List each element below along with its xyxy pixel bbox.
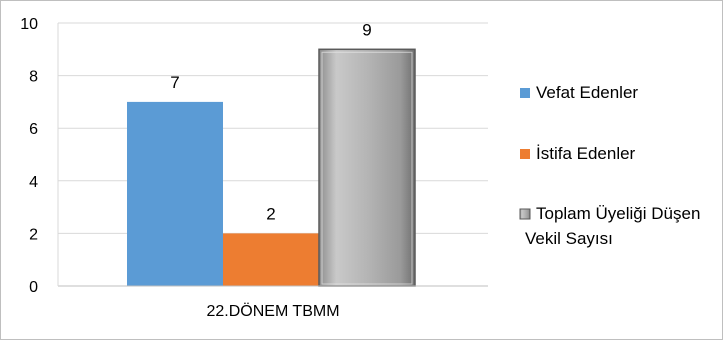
bar-chart: 7 2 9 0 2 4 6 8 10 22.DÖNEM TBMM Vefat Edenler İs… [20, 16, 700, 320]
bar-3 [318, 48, 416, 287]
y-tick-label: 8 [29, 69, 38, 86]
data-label: 9 [362, 20, 371, 39]
bar-2 [223, 233, 319, 286]
axes: 0 2 4 6 8 10 22.DÖNEM TBMM [20, 16, 488, 320]
x-category-label: 22.DÖNEM TBMM [206, 302, 339, 320]
bar-bevel [321, 51, 413, 285]
y-tick-label: 4 [29, 174, 38, 191]
legend-swatch-1 [520, 88, 530, 98]
legend-label-2: İstifa Edenler [536, 144, 636, 163]
bar-1 [127, 101, 223, 287]
legend-label-1: Vefat Edenler [536, 83, 638, 102]
legend: Vefat Edenler İstifa Edenler Toplam Üyeliğ… [519, 83, 700, 248]
data-label: 2 [266, 204, 275, 223]
data-label: 7 [170, 73, 179, 92]
legend-swatch-3 [519, 208, 531, 220]
legend-swatch-2 [520, 149, 530, 159]
legend-label-3: Toplam Üyeliği Düşen Vekil Sayısı [525, 204, 700, 248]
y-tick-label: 6 [29, 121, 38, 138]
bars: 7 2 9 [127, 20, 416, 287]
gridlines [58, 22, 488, 234]
y-tick-label: 0 [29, 279, 38, 296]
y-tick-label: 2 [29, 226, 38, 243]
y-tick-label: 10 [20, 16, 38, 33]
